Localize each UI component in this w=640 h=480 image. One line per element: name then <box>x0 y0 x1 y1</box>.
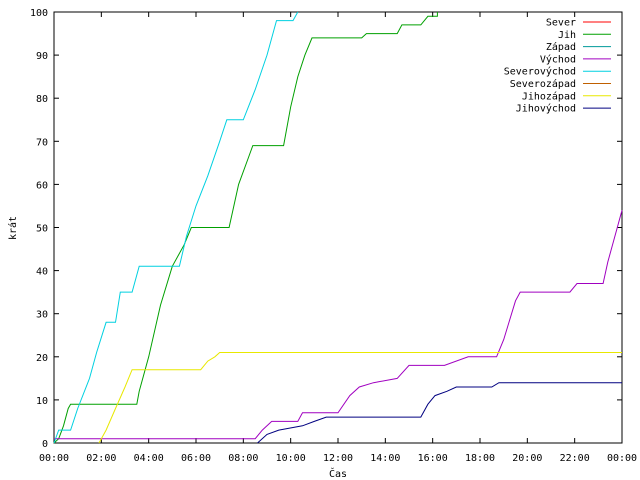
y-tick-label: 100 <box>30 8 48 19</box>
x-tick-label: 20:00 <box>512 453 542 464</box>
y-tick-label: 40 <box>36 267 48 278</box>
x-tick-label: 04:00 <box>134 453 164 464</box>
y-tick-label: 70 <box>36 137 48 148</box>
y-tick-label: 60 <box>36 180 48 191</box>
x-tick-label: 02:00 <box>86 453 116 464</box>
x-tick-label: 18:00 <box>465 453 495 464</box>
legend-label: Jihovýchod <box>516 103 576 115</box>
x-tick-label: 22:00 <box>560 453 590 464</box>
legend-label: Severovýchod <box>504 66 576 78</box>
legend: SeverJihZápadVýchodSeverovýchodSeverozáp… <box>504 18 611 115</box>
y-tick-label: 90 <box>36 51 48 62</box>
series-line-4 <box>53 11 299 444</box>
y-tick-label: 10 <box>36 396 48 407</box>
legend-label: Jihozápad <box>522 90 576 102</box>
y-axis-ticks: 0 10 20 30 40 50 60 70 80 90 100 <box>30 8 622 450</box>
x-tick-label: 00:00 <box>607 453 637 464</box>
y-tick-label: 0 <box>42 439 48 450</box>
x-tick-label: 06:00 <box>181 453 211 464</box>
legend-label: Východ <box>540 53 576 65</box>
y-tick-label: 30 <box>36 310 48 321</box>
series-line-1 <box>53 12 438 444</box>
y-tick-label: 80 <box>36 94 48 105</box>
x-tick-label: 12:00 <box>323 453 353 464</box>
y-tick-label: 20 <box>36 353 48 364</box>
x-tick-label: 08:00 <box>228 453 258 464</box>
x-axis-ticks: 00:00 02:00 04:00 06:00 08:00 10:00 12:00 14:00… <box>39 12 637 464</box>
x-tick-label: 10:00 <box>276 453 306 464</box>
series-line-3 <box>54 210 623 440</box>
series-line-7 <box>257 382 622 444</box>
legend-label: Západ <box>546 41 576 53</box>
x-axis-label: Čas <box>329 467 347 480</box>
legend-label: Sever <box>546 18 576 29</box>
y-tick-label: 50 <box>36 224 48 235</box>
legend-label: Severozápad <box>510 78 576 90</box>
series-lines <box>53 11 623 444</box>
x-tick-label: 14:00 <box>370 453 400 464</box>
legend-label: Jih <box>558 30 576 41</box>
series-line-6 <box>98 352 622 444</box>
x-tick-label: 00:00 <box>39 453 69 464</box>
x-tick-label: 16:00 <box>418 453 448 464</box>
y-axis-label: krát <box>7 216 19 240</box>
